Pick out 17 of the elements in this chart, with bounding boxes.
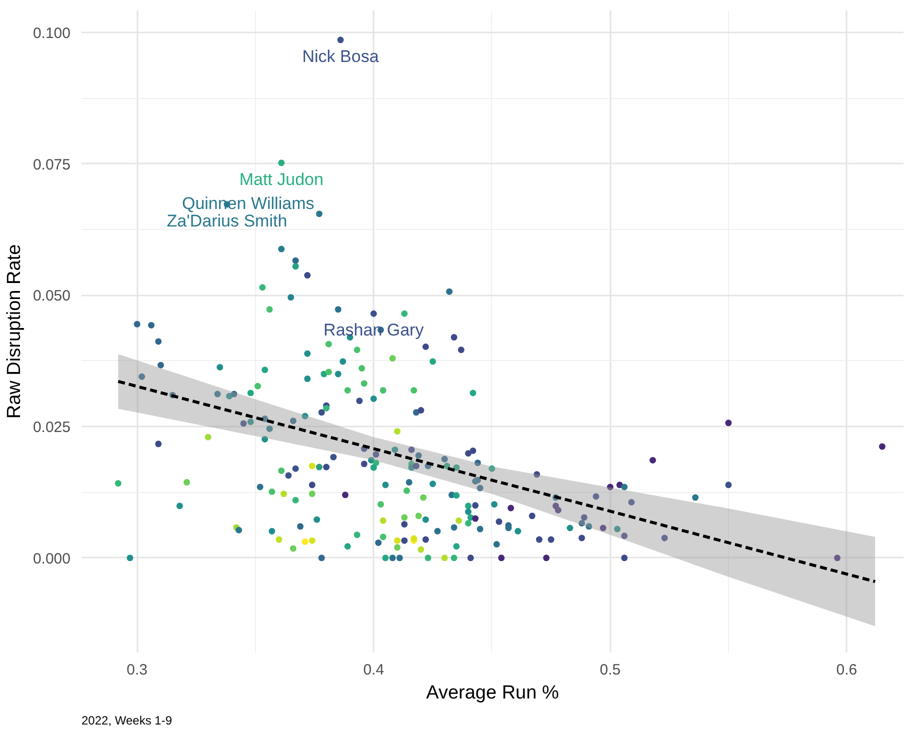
y-tick-label: 0.100 [32, 25, 71, 42]
annotation: Za'Darius Smith [166, 211, 288, 230]
line-series [116, 380, 877, 584]
y-tick-label: 0.050 [32, 288, 71, 305]
annotation: Matt Judon [239, 170, 324, 189]
y-tick-label: 0.025 [32, 419, 71, 436]
annotation: Nick Bosa [302, 46, 380, 66]
x-tick-label: 0.5 [600, 662, 621, 678]
x-tick-label: 0.3 [126, 662, 148, 678]
y-tick-label: 0.000 [32, 550, 71, 568]
text: 2022, Weeks 1-9 [82, 714, 172, 728]
x-tick-label: 0.6 [836, 662, 858, 678]
y-axis-title: Raw Disruption Rate [4, 244, 25, 419]
y-tick-label: 0.075 [32, 156, 71, 174]
x-tick-label: 0.4 [363, 662, 384, 678]
x-axis-title: Average Run % [426, 682, 559, 704]
annotation: Rashan Gary [324, 320, 424, 340]
